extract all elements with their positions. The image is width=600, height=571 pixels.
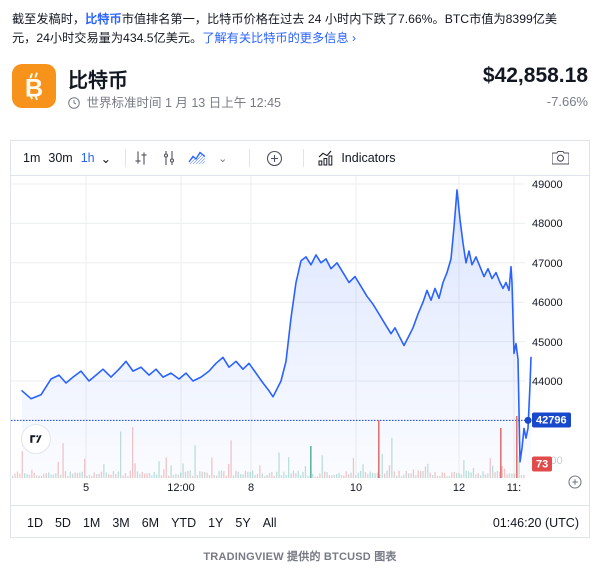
svg-text:B: B [25, 75, 43, 103]
